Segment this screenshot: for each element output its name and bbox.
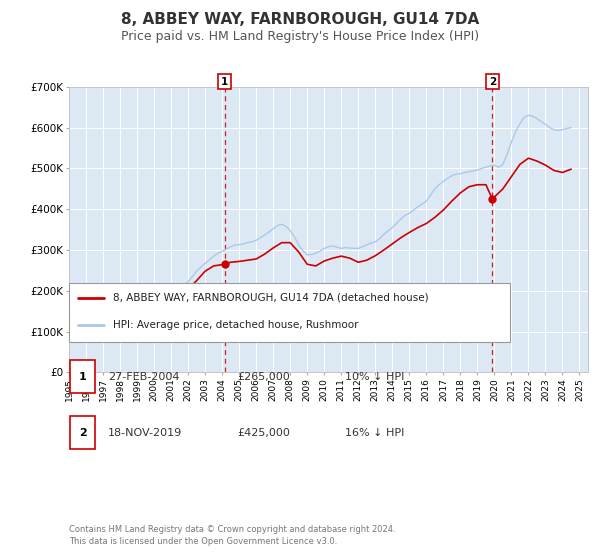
Text: 2: 2	[489, 77, 496, 87]
Text: 10% ↓ HPI: 10% ↓ HPI	[345, 372, 404, 381]
Text: £425,000: £425,000	[237, 428, 290, 437]
Text: Contains HM Land Registry data © Crown copyright and database right 2024.
This d: Contains HM Land Registry data © Crown c…	[69, 525, 395, 546]
Text: 8, ABBEY WAY, FARNBOROUGH, GU14 7DA: 8, ABBEY WAY, FARNBOROUGH, GU14 7DA	[121, 12, 479, 27]
Text: 18-NOV-2019: 18-NOV-2019	[108, 428, 182, 437]
FancyBboxPatch shape	[69, 283, 510, 342]
Text: 2: 2	[79, 428, 86, 437]
Text: 16% ↓ HPI: 16% ↓ HPI	[345, 428, 404, 437]
Text: £265,000: £265,000	[237, 372, 290, 381]
FancyBboxPatch shape	[70, 416, 95, 449]
FancyBboxPatch shape	[70, 360, 95, 393]
Text: 27-FEB-2004: 27-FEB-2004	[108, 372, 179, 381]
Text: 1: 1	[79, 372, 86, 381]
Text: Price paid vs. HM Land Registry's House Price Index (HPI): Price paid vs. HM Land Registry's House …	[121, 30, 479, 43]
Text: 8, ABBEY WAY, FARNBOROUGH, GU14 7DA (detached house): 8, ABBEY WAY, FARNBOROUGH, GU14 7DA (det…	[113, 292, 429, 302]
Text: 1: 1	[221, 77, 229, 87]
Text: HPI: Average price, detached house, Rushmoor: HPI: Average price, detached house, Rush…	[113, 320, 359, 330]
